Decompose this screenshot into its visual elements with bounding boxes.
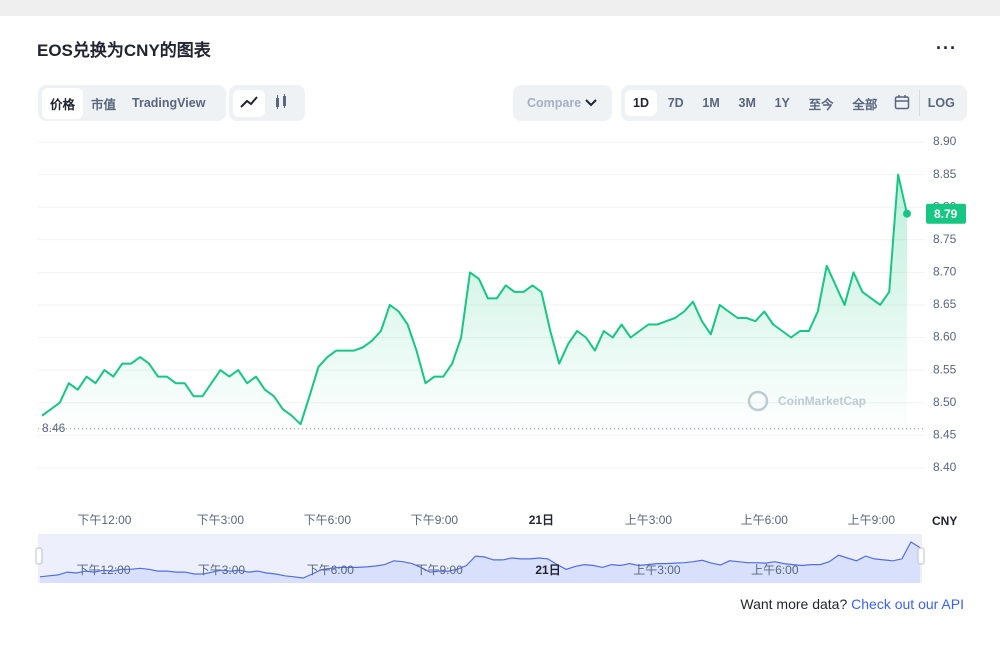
compare-label: Compare: [527, 96, 582, 110]
chart-title: EOS兑换为CNY的图表: [37, 41, 211, 60]
navigator-tick-label: 下午3:00: [198, 563, 246, 577]
candle-chart-button[interactable]: [265, 90, 297, 117]
x-tick-label: 上午6:00: [741, 513, 789, 527]
candle-icon: [276, 93, 286, 109]
x-tick-label: 上午9:00: [848, 513, 896, 527]
x-tick-label: 下午6:00: [304, 513, 352, 527]
x-tick-label: 上午3:00: [625, 513, 673, 527]
tab-group: 价格 市值 TradingView: [38, 85, 226, 121]
y-tick-label: 8.75: [933, 232, 957, 246]
unit-label: CNY: [932, 514, 957, 528]
tab[interactable]: 价格: [42, 87, 84, 119]
range-button[interactable]: 7D: [667, 96, 684, 110]
y-tick-label: 8.60: [933, 330, 957, 344]
chart-type-group: [229, 85, 305, 121]
chevron: [585, 99, 597, 107]
price-badge-label: 8.79: [934, 207, 958, 221]
navigator-tick-label: 下午6:00: [307, 563, 355, 577]
line-icon: [240, 95, 258, 108]
x-tick-label: 下午9:00: [411, 513, 459, 527]
navigator-tick-label: 下午12:00: [76, 563, 130, 577]
range-group: 1D 7D 1M 3M 1Y 至今 全部 LOG: [621, 85, 967, 121]
x-tick-label: 下午3:00: [197, 513, 245, 527]
price-line: [41, 173, 908, 426]
more-menu[interactable]: ···: [936, 38, 957, 58]
navigator-line: [39, 541, 921, 579]
x-tick-label: 下午12:00: [77, 513, 131, 527]
tab[interactable]: TradingView: [132, 96, 206, 110]
y-tick-label: 8.90: [933, 134, 957, 148]
tab[interactable]: 市值: [91, 97, 117, 112]
navigator-tick-label: 下午9:00: [415, 563, 463, 577]
range-button[interactable]: 3M: [738, 96, 756, 110]
navigator-tick-label: 21日: [535, 563, 560, 577]
range-button[interactable]: 1Y: [774, 96, 790, 110]
range-button[interactable]: 全部: [852, 97, 878, 112]
y-tick-label: 8.40: [933, 460, 957, 474]
y-tick-label: 8.85: [933, 167, 957, 181]
navigator-handle[interactable]: [917, 547, 925, 565]
calendar-icon: [894, 94, 910, 109]
price-badge: [926, 203, 966, 224]
log-button[interactable]: LOG: [918, 90, 963, 116]
compare-select[interactable]: Compare: [513, 85, 612, 121]
range-button[interactable]: 1M: [702, 96, 720, 110]
api-link[interactable]: Check out our API: [851, 596, 964, 612]
x-tick-label: 21日: [529, 513, 554, 527]
y-tick-label: 8.70: [933, 265, 957, 279]
last-point: [903, 209, 911, 218]
line-chart-button[interactable]: [233, 89, 265, 117]
top-strip: [0, 0, 1000, 16]
footer: Want more data? Check out our API: [740, 596, 964, 612]
range-button[interactable]: 1D: [625, 90, 657, 116]
navigator-tick-label: 上午6:00: [751, 563, 799, 577]
y-tick-label: 8.55: [933, 362, 957, 376]
y-tick-label: 8.50: [933, 395, 957, 409]
range-button[interactable]: 至今: [808, 97, 834, 112]
navigator-tick-label: 上午3:00: [633, 563, 681, 577]
footer-text: Want more data?: [740, 596, 848, 612]
y-tick-label: 8.65: [933, 297, 957, 311]
navigator-area: [40, 542, 920, 583]
calendar-button[interactable]: [888, 90, 916, 117]
navigator-handle[interactable]: [35, 547, 43, 565]
area: [42, 174, 907, 434]
y-tick-label: 8.45: [933, 427, 957, 441]
